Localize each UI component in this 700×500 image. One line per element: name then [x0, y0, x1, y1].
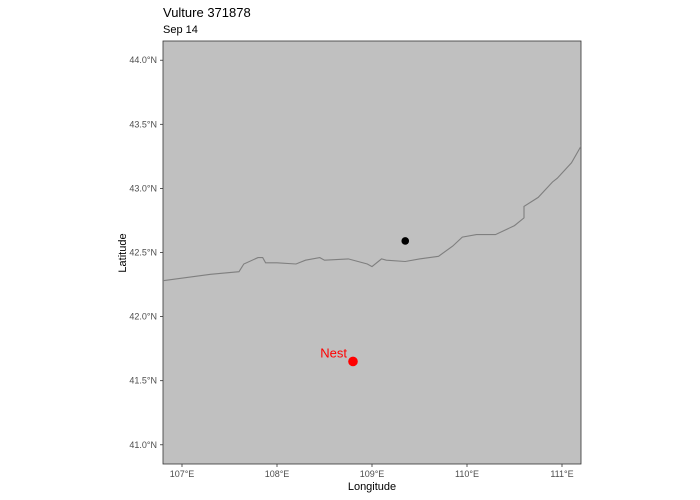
map-layers: Nest [163, 145, 581, 367]
y-axis: 41.0°N 41.5°N 42.0°N 42.5°N 43.0°N 43.5°N 44.0… [129, 55, 163, 450]
y-tick-label: 43.0°N [129, 183, 157, 193]
x-tick-label: 110°E [455, 469, 479, 479]
y-tick-label: 44.0°N [129, 55, 157, 65]
chart-subtitle: Sep 14 [163, 24, 198, 36]
boundary-line [163, 145, 581, 282]
x-tick-label: 111°E [550, 469, 573, 479]
x-axis: 107°E 108°E 109°E 110°E 111°E [170, 464, 574, 479]
y-tick-label: 42.0°N [129, 312, 157, 322]
nest-label: Nest [320, 345, 347, 360]
x-tick-label: 109°E [360, 469, 385, 479]
y-tick-label: 43.5°N [129, 119, 157, 129]
chart-title: Vulture 371878 [163, 5, 251, 20]
x-tick-label: 108°E [265, 469, 290, 479]
y-tick-label: 41.0°N [129, 440, 157, 450]
x-axis-title: Longitude [348, 481, 396, 493]
x-tick-label: 107°E [170, 469, 195, 479]
y-axis-title: Latitude [117, 233, 129, 272]
y-tick-label: 42.5°N [129, 248, 157, 258]
location-point [401, 237, 410, 245]
map-panel [162, 40, 582, 465]
y-tick-label: 41.5°N [129, 376, 157, 386]
nest-point [348, 356, 358, 367]
